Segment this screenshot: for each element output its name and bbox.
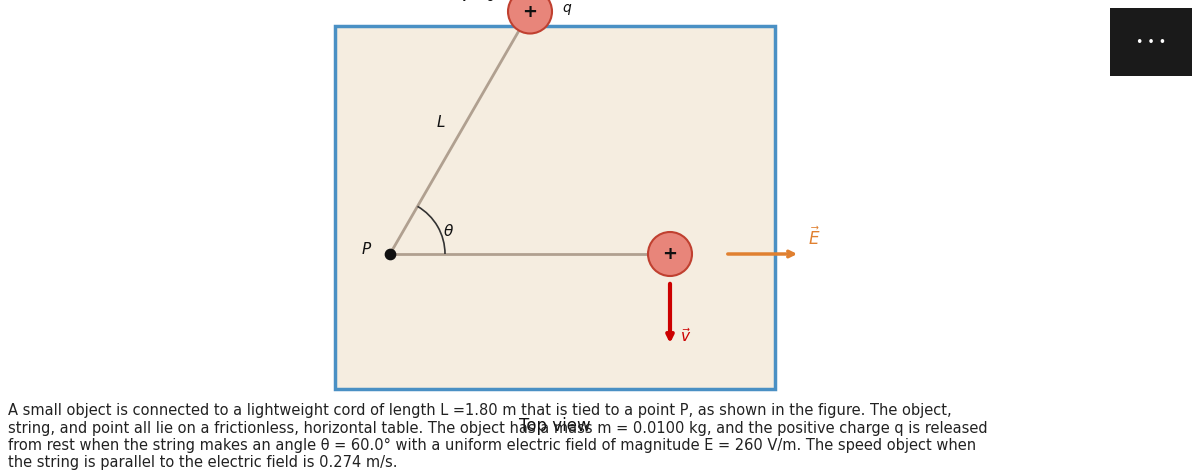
Circle shape — [648, 232, 692, 276]
Bar — [335, 26, 775, 389]
Text: $P$: $P$ — [361, 241, 372, 257]
Bar — [1110, 8, 1192, 76]
Text: A small object is connected to a lightweight cord of length L =1.80 m that is ti: A small object is connected to a lightwe… — [8, 403, 952, 418]
Point — [380, 250, 400, 258]
Text: $\vec{v}$: $\vec{v}$ — [680, 327, 691, 345]
Text: +: + — [522, 2, 538, 21]
Text: $\theta$: $\theta$ — [443, 224, 454, 239]
Text: • • •: • • • — [1136, 35, 1166, 49]
Text: $q$: $q$ — [562, 2, 572, 17]
Text: $v = 0$: $v = 0$ — [461, 0, 496, 3]
Text: $L$: $L$ — [436, 114, 445, 130]
Text: Top view: Top view — [520, 417, 590, 435]
Circle shape — [508, 0, 552, 33]
Text: the string is parallel to the electric field is 0.274 m/s.: the string is parallel to the electric f… — [8, 455, 397, 471]
Text: +: + — [662, 245, 678, 263]
Text: $\vec{E}$: $\vec{E}$ — [808, 227, 821, 249]
Text: string, and point all lie on a frictionless, horizontal table. The object has a : string, and point all lie on a frictionl… — [8, 421, 988, 436]
Text: from rest when the string makes an angle θ = 60.0° with a uniform electric field: from rest when the string makes an angle… — [8, 438, 976, 453]
